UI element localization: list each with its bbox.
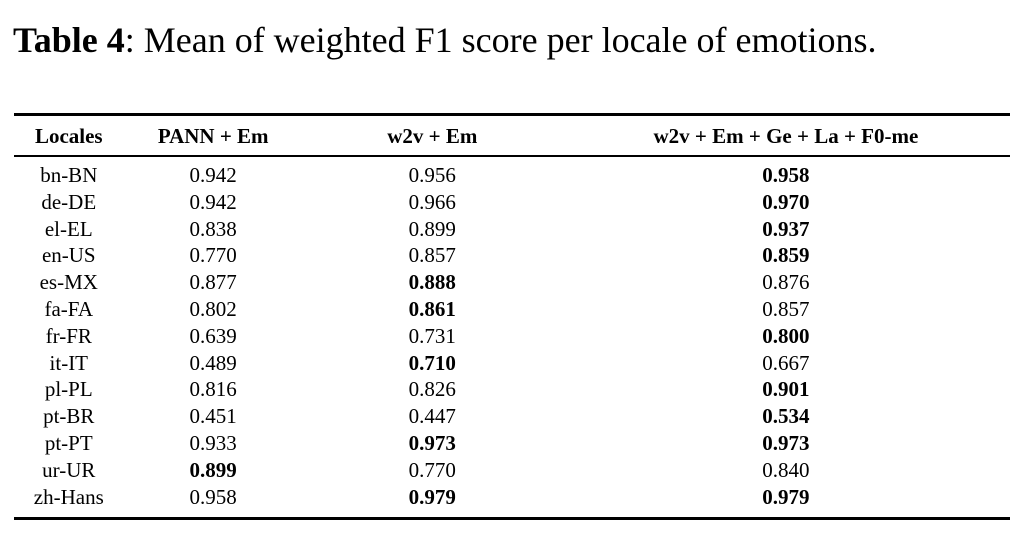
table-body: bn-BN 0.942 0.956 0.958 de-DE 0.942 0.966 0.970… <box>14 156 1010 519</box>
table-row: fr-FR 0.639 0.731 0.800 <box>14 323 1010 350</box>
locale-cell: fr-FR <box>45 323 92 348</box>
score-cell: 0.876 <box>762 270 810 295</box>
score-cell: 0.942 <box>189 163 237 187</box>
score-cell: 0.899 <box>189 457 237 482</box>
header-row: Locales PANN + Em w2v + Em w2v + Em + Ge… <box>14 114 1010 157</box>
score-cell: 0.816 <box>189 377 237 402</box>
table-row: de-DE 0.942 0.966 0.970 <box>14 189 1010 216</box>
score-cell: 0.710 <box>408 350 456 375</box>
score-cell: 0.447 <box>408 404 456 429</box>
table-row: ur-UR 0.899 0.770 0.840 <box>14 457 1010 484</box>
score-cell: 0.857 <box>408 243 456 268</box>
column-header-w2v-em: w2v + Em <box>302 114 562 157</box>
locale-cell: it-IT <box>49 350 89 375</box>
table-row: en-US 0.770 0.857 0.859 <box>14 242 1010 269</box>
score-cell: 0.956 <box>408 163 456 187</box>
score-cell: 0.937 <box>762 216 810 241</box>
table-caption: Table 4: Mean of weighted F1 score per l… <box>13 18 877 62</box>
score-cell: 0.979 <box>408 484 456 509</box>
score-cell: 0.534 <box>762 404 810 429</box>
table-row: pt-BR 0.451 0.447 0.534 <box>14 403 1010 430</box>
score-cell: 0.877 <box>189 270 237 295</box>
score-cell: 0.942 <box>189 189 237 214</box>
table-row: pl-PL 0.816 0.826 0.901 <box>14 376 1010 403</box>
score-cell: 0.770 <box>408 457 456 482</box>
score-cell: 0.731 <box>408 323 456 348</box>
score-cell: 0.973 <box>762 430 810 455</box>
score-cell: 0.861 <box>408 296 456 321</box>
table-row: zh-Hans 0.958 0.979 0.979 <box>14 484 1010 519</box>
locale-cell: de-DE <box>41 189 97 214</box>
score-cell: 0.958 <box>762 163 810 187</box>
score-cell: 0.857 <box>762 296 810 321</box>
table-caption-label: Table 4 <box>13 20 125 60</box>
score-cell: 0.966 <box>408 189 456 214</box>
locale-cell: zh-Hans <box>33 484 104 509</box>
score-cell: 0.826 <box>408 377 456 402</box>
locale-cell: ur-UR <box>42 457 96 482</box>
score-cell: 0.859 <box>762 243 810 268</box>
locale-cell: fa-FA <box>44 296 94 321</box>
score-cell: 0.958 <box>189 484 237 509</box>
table-row: bn-BN 0.942 0.956 0.958 <box>14 156 1010 189</box>
score-cell: 0.973 <box>408 430 456 455</box>
locale-cell: bn-BN <box>40 163 98 187</box>
score-cell: 0.970 <box>762 189 810 214</box>
score-cell: 0.802 <box>189 296 237 321</box>
locale-cell: pt-PT <box>44 430 93 455</box>
score-cell: 0.899 <box>408 216 456 241</box>
locale-cell: el-EL <box>44 216 93 241</box>
score-cell: 0.639 <box>189 323 237 348</box>
score-cell: 0.888 <box>408 270 456 295</box>
locale-cell: pt-BR <box>43 404 95 429</box>
table-row: fa-FA 0.802 0.861 0.857 <box>14 296 1010 323</box>
score-cell: 0.667 <box>762 350 810 375</box>
table-caption-text: : Mean of weighted F1 score per locale o… <box>124 20 877 60</box>
score-cell: 0.489 <box>189 350 237 375</box>
score-cell: 0.840 <box>762 457 810 482</box>
f1-score-table: Locales PANN + Em w2v + Em w2v + Em + Ge… <box>14 113 1010 521</box>
score-cell: 0.979 <box>762 484 810 509</box>
score-cell: 0.933 <box>189 430 237 455</box>
locale-cell: en-US <box>41 243 96 268</box>
score-cell: 0.451 <box>189 404 237 429</box>
score-cell: 0.800 <box>762 323 810 348</box>
column-header-locales: Locales <box>14 114 124 157</box>
score-cell: 0.838 <box>189 216 237 241</box>
table-row: pt-PT 0.933 0.973 0.973 <box>14 430 1010 457</box>
score-cell: 0.901 <box>762 377 810 402</box>
table-row: es-MX 0.877 0.888 0.876 <box>14 269 1010 296</box>
locale-cell: pl-PL <box>44 377 93 402</box>
score-cell: 0.770 <box>189 243 237 268</box>
table-row: el-EL 0.838 0.899 0.937 <box>14 216 1010 243</box>
column-header-w2v-full: w2v + Em + Ge + La + F0-me <box>561 114 1010 157</box>
column-header-pann-em: PANN + Em <box>123 114 303 157</box>
locale-cell: es-MX <box>39 270 98 295</box>
table-row: it-IT 0.489 0.710 0.667 <box>14 350 1010 377</box>
